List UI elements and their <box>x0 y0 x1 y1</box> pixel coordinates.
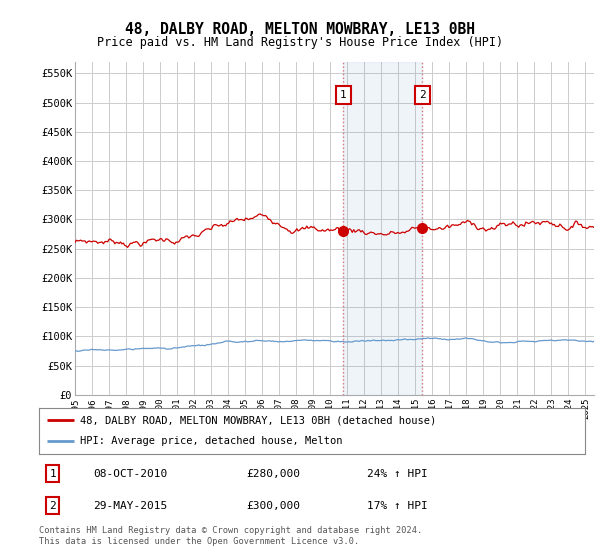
Text: Price paid vs. HM Land Registry's House Price Index (HPI): Price paid vs. HM Land Registry's House … <box>97 36 503 49</box>
Text: £280,000: £280,000 <box>247 469 301 479</box>
Text: 24% ↑ HPI: 24% ↑ HPI <box>367 469 427 479</box>
Text: 1: 1 <box>49 469 56 479</box>
Text: 1: 1 <box>340 90 347 100</box>
Text: 17% ↑ HPI: 17% ↑ HPI <box>367 501 427 511</box>
Text: 48, DALBY ROAD, MELTON MOWBRAY, LE13 0BH: 48, DALBY ROAD, MELTON MOWBRAY, LE13 0BH <box>125 22 475 38</box>
Text: 29-MAY-2015: 29-MAY-2015 <box>94 501 168 511</box>
Text: 48, DALBY ROAD, MELTON MOWBRAY, LE13 0BH (detached house): 48, DALBY ROAD, MELTON MOWBRAY, LE13 0BH… <box>80 415 436 425</box>
Bar <box>343 62 422 395</box>
Text: HPI: Average price, detached house, Melton: HPI: Average price, detached house, Melt… <box>80 436 343 446</box>
Text: 2: 2 <box>419 90 425 100</box>
Text: £300,000: £300,000 <box>247 501 301 511</box>
Text: Contains HM Land Registry data © Crown copyright and database right 2024.
This d: Contains HM Land Registry data © Crown c… <box>39 526 422 546</box>
Text: 08-OCT-2010: 08-OCT-2010 <box>94 469 168 479</box>
Text: 2: 2 <box>49 501 56 511</box>
